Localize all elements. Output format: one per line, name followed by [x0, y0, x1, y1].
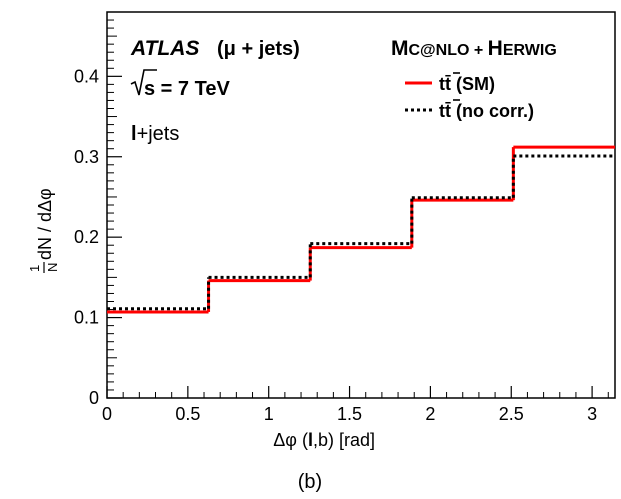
legend-label-sm: tt̄ (SM): [439, 74, 495, 94]
y-tick-label: 0.1: [74, 308, 99, 328]
x-tick-label: 0.5: [175, 404, 200, 424]
channel-label: (μ + jets): [217, 38, 300, 60]
x-tick-label: 3: [587, 404, 597, 424]
series-1: [107, 154, 615, 311]
y-tick-label: 0.4: [74, 66, 99, 86]
selection-label: l+jets: [131, 123, 179, 145]
x-axis-title-prefix: Δφ (: [273, 430, 308, 450]
series-layer: [107, 145, 615, 314]
y-tick-label: 0.3: [74, 147, 99, 167]
generator-part-2: C@NLO +: [409, 42, 488, 59]
y-axis-title: 1 N dN / dΔφ: [27, 188, 60, 273]
y-tick-label: 0.2: [74, 227, 99, 247]
generator-part-4: ERWIG: [503, 42, 557, 59]
y-tick-label: 0: [89, 388, 99, 408]
generator-label: MC@NLO + HERWIG: [391, 37, 557, 60]
x-tick-label: 2: [425, 404, 435, 424]
x-axis-title-bold: l: [308, 430, 313, 450]
x-axis-title: Δφ (l,b) [rad]: [273, 430, 375, 450]
energy-label: s = 7 TeV: [144, 78, 230, 100]
x-tick-label: 2.5: [499, 404, 524, 424]
x-tick-label: 0: [102, 404, 112, 424]
sqrt-s-label: s = 7 TeV: [130, 69, 230, 100]
series-0: [107, 145, 615, 314]
panel-label: (b): [298, 471, 322, 493]
y-axis-frac-den: N: [45, 263, 60, 272]
selection-bold: l: [131, 123, 137, 145]
axis-layer: 0 0.5 1 1.5 2 2.5 3 0 0.1 0.2 0.3 0.4: [74, 19, 609, 424]
plot-frame: [106, 11, 616, 399]
x-axis-title-suffix: ,b) [rad]: [313, 430, 375, 450]
selection-rest: +jets: [137, 123, 180, 145]
legend-label-no-corr: tt̄ (no corr.): [439, 101, 534, 121]
experiment-label: ATLAS: [130, 37, 199, 60]
sqrt-symbol: [130, 69, 157, 96]
y-axis-frac-num: 1: [27, 265, 42, 272]
x-tick-label: 1.5: [337, 404, 362, 424]
y-axis-title-rest: dN / dΔφ: [35, 188, 55, 260]
generator-part-3: H: [488, 37, 503, 60]
x-tick-label: 1: [264, 404, 274, 424]
generator-part-1: M: [391, 37, 409, 60]
legend: tt̄ (SM) tt̄ (no corr.): [405, 72, 534, 121]
